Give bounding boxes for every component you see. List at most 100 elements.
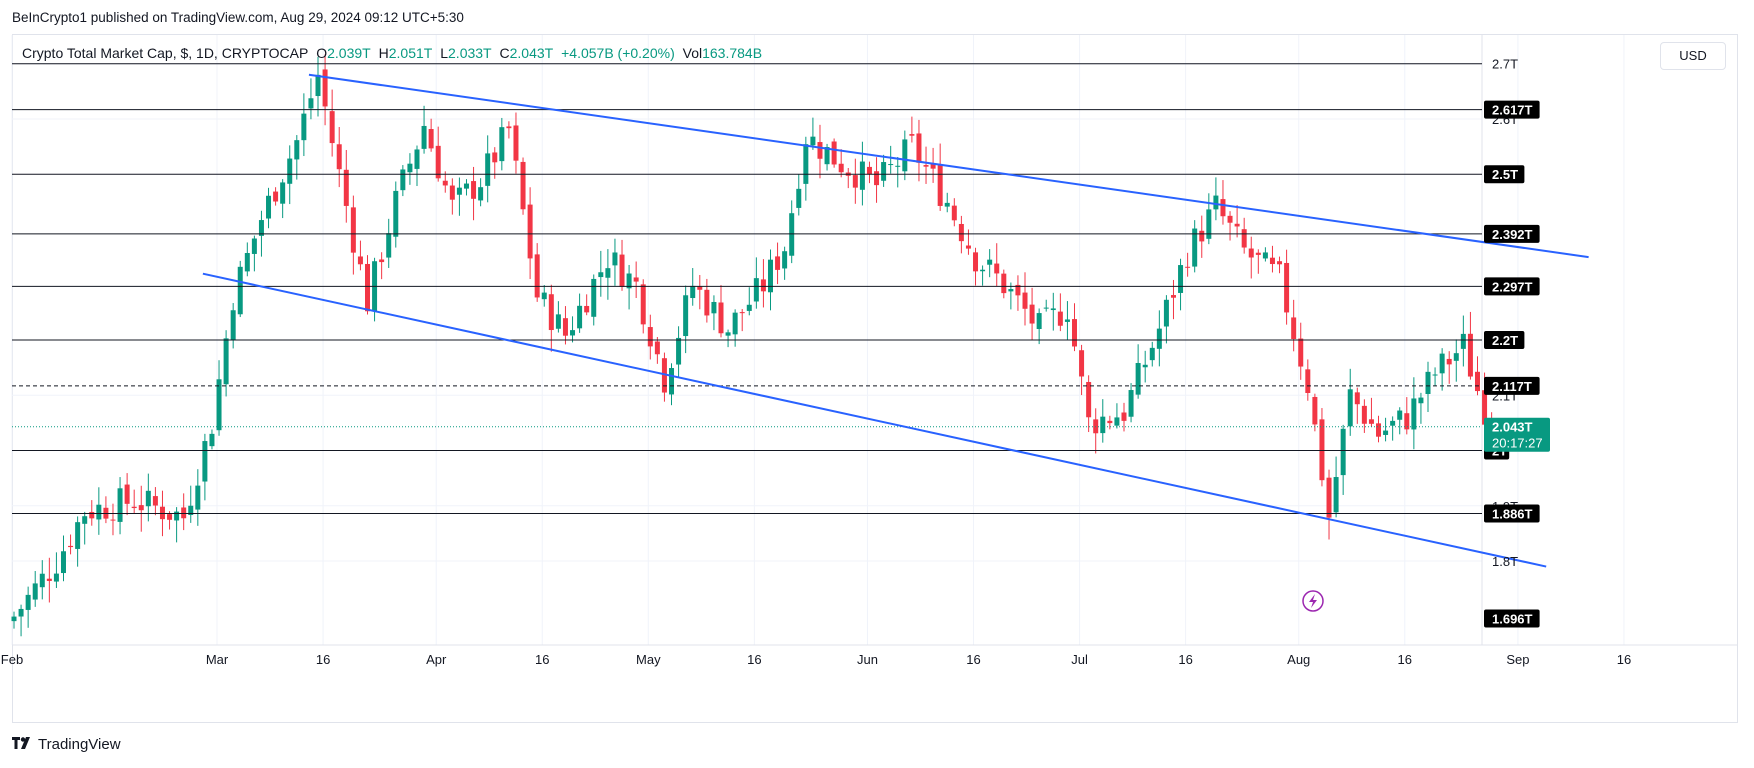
candle-body: [534, 254, 540, 298]
candle-body: [1142, 364, 1148, 368]
candle-body: [1178, 265, 1184, 293]
candle-body: [159, 506, 165, 520]
price-tick-label: 2.7T: [1492, 57, 1518, 72]
candle-body: [1128, 390, 1134, 417]
candle-body: [449, 185, 455, 200]
candle-body: [1453, 353, 1459, 361]
candle-body: [1192, 228, 1198, 267]
candle-body: [810, 136, 816, 146]
candle-body: [838, 163, 844, 173]
candle-body: [1135, 363, 1141, 395]
candle-body: [1156, 328, 1162, 349]
currency-button[interactable]: USD: [1660, 42, 1726, 70]
candle-body: [958, 223, 964, 242]
time-tick-label: Mar: [206, 652, 229, 667]
candle-body: [1368, 419, 1374, 424]
candle-body: [916, 133, 922, 163]
candle-body: [704, 289, 710, 316]
candle-body: [909, 134, 915, 136]
candle-body: [75, 522, 81, 549]
candle-body: [866, 166, 872, 175]
candle-body: [145, 490, 151, 507]
candle-body: [782, 251, 788, 269]
candle-body: [895, 165, 901, 167]
level-label-bg: [1484, 331, 1525, 349]
legend-symbol: Crypto Total Market Cap, $, 1D, CRYPTOCA…: [22, 45, 309, 61]
trendline-lower: [202, 272, 1547, 568]
level-label-bg: [1484, 224, 1540, 243]
candle-body: [1015, 284, 1021, 296]
candle-body: [633, 277, 639, 282]
candle-body: [1432, 374, 1438, 376]
time-tick-label: 16: [316, 652, 330, 667]
candle-body: [350, 207, 356, 253]
candle-body: [831, 141, 837, 165]
candle-body: [1029, 304, 1035, 324]
candle-body: [1241, 229, 1247, 248]
candle-body: [223, 338, 229, 385]
bottom-level-label: 1.696T: [1492, 611, 1533, 626]
candle-body: [760, 279, 766, 292]
candle-body: [1107, 420, 1113, 424]
candle-body: [1255, 252, 1261, 255]
time-tick-label: 16: [966, 652, 980, 667]
candle-body: [379, 259, 385, 263]
candle-body: [739, 312, 745, 314]
candle-body: [944, 202, 950, 207]
candle-body: [591, 278, 597, 317]
candle-body: [1326, 477, 1332, 518]
candle-body: [548, 294, 554, 331]
candle-body: [987, 259, 993, 265]
candle-body: [555, 314, 561, 329]
candle-body: [718, 302, 724, 334]
candle-body: [1446, 358, 1452, 365]
candle-body: [499, 127, 505, 162]
time-tick-label: Jun: [857, 652, 878, 667]
candle-body: [357, 256, 363, 265]
time-tick-label: Feb: [1, 652, 23, 667]
legend-high-label: H: [378, 45, 389, 61]
candle-body: [1199, 230, 1205, 242]
candle-body: [1439, 353, 1445, 374]
candle-body: [1460, 333, 1466, 349]
candle-body: [669, 368, 675, 395]
candle-body: [951, 205, 957, 221]
level-label: 2.297T: [1492, 279, 1533, 294]
candle-body: [732, 312, 738, 335]
candle-body: [393, 190, 399, 237]
candle-body: [923, 165, 929, 167]
candle-body: [244, 253, 250, 272]
tradingview-logo[interactable]: TradingView: [12, 736, 121, 753]
candle-body: [683, 295, 689, 337]
candle-body: [1001, 273, 1007, 294]
time-tick-label: 16: [1617, 652, 1631, 667]
candle-body: [315, 74, 321, 97]
level-label-bg: [1484, 100, 1540, 119]
candle-body: [258, 220, 264, 236]
lightning-icon: [1302, 590, 1324, 612]
candle-body: [209, 433, 215, 447]
level-label-bg: [1484, 165, 1525, 184]
candle-body: [1022, 292, 1028, 309]
candle-body: [1163, 299, 1169, 327]
candle-body: [1220, 199, 1226, 217]
candle-body: [237, 266, 243, 315]
level-label: 2.392T: [1492, 227, 1533, 242]
candle-body: [527, 204, 533, 259]
candle-body: [1170, 295, 1176, 298]
candle-body: [746, 304, 752, 311]
candle-body: [322, 69, 328, 107]
candle-body: [824, 147, 830, 165]
level-label: 2.2T: [1492, 333, 1518, 348]
candle-body: [1149, 347, 1155, 361]
price-tick-label: 1.8T: [1492, 554, 1518, 569]
candle-body: [294, 140, 300, 160]
candle-body: [414, 149, 420, 169]
candle-body: [18, 608, 24, 617]
candle-body: [60, 551, 66, 574]
level-label: 1.886T: [1492, 506, 1533, 521]
time-tick-label: 16: [747, 652, 761, 667]
candle-body: [25, 594, 31, 610]
candle-body: [789, 213, 795, 256]
